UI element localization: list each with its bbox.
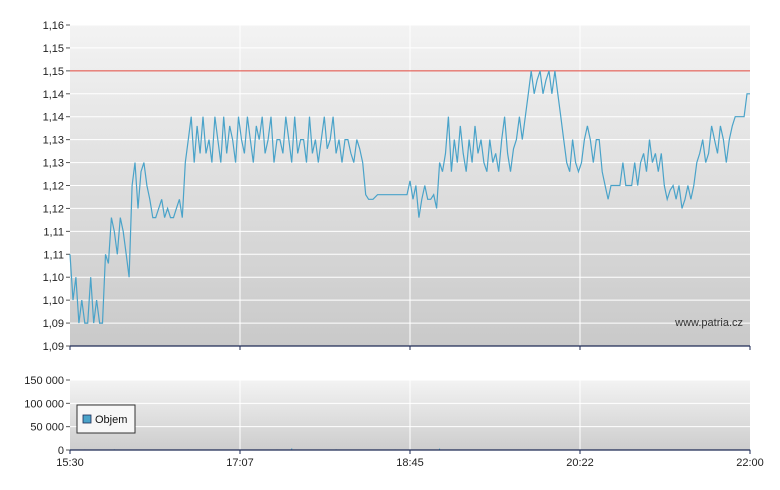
volume-y-tick-label: 150 000 xyxy=(24,375,64,387)
legend: Objem xyxy=(76,404,136,434)
x-tick-label: 20:22 xyxy=(566,457,594,469)
price-y-tick-label: 1,09 xyxy=(43,341,64,353)
x-tick-label: 22:00 xyxy=(736,457,764,469)
x-tick-label: 18:45 xyxy=(396,457,424,469)
price-x-ticks xyxy=(69,346,751,350)
x-tick-label: 17:07 xyxy=(226,457,254,469)
price-y-tick-label: 1,14 xyxy=(43,112,64,124)
watermark: www.patria.cz xyxy=(674,317,743,329)
volume-x-ticks: 15:30 17:07 18:45 20:22 22:00 xyxy=(56,450,764,469)
x-tick-label: 15:30 xyxy=(56,457,84,469)
price-y-tick-label: 1,12 xyxy=(43,203,64,215)
volume-bar xyxy=(439,448,441,450)
price-y-tick-label: 1,11 xyxy=(43,226,64,238)
legend-swatch xyxy=(82,414,92,424)
price-y-tick-label: 1,09 xyxy=(43,318,64,330)
price-y-tick-label: 1,13 xyxy=(43,135,64,147)
price-y-tick-label: 1,15 xyxy=(43,43,64,55)
price-series-line xyxy=(69,70,750,324)
volume-grid xyxy=(70,379,750,450)
price-y-tick-label: 1,10 xyxy=(43,295,64,307)
legend-label: Objem xyxy=(95,414,127,426)
price-y-tick-label: 1,14 xyxy=(43,89,64,101)
volume-y-tick-label: 50 000 xyxy=(30,422,64,434)
price-y-tick-label: 1,16 xyxy=(43,20,64,32)
volume-y-axis: 150 000 100 000 50 000 0 xyxy=(24,375,70,457)
price-y-tick-label: 1,15 xyxy=(43,66,64,78)
volume-bar xyxy=(291,448,293,450)
price-y-tick-label: 1,12 xyxy=(43,181,64,193)
volume-y-tick-label: 0 xyxy=(58,445,64,457)
price-y-axis: 1,16 1,15 1,15 1,14 1,14 1,13 1,13 1,12 1,12 1,11… xyxy=(43,20,70,353)
price-y-tick-label: 1,10 xyxy=(43,272,64,284)
price-y-tick-label: 1,11 xyxy=(43,249,64,261)
price-y-tick-label: 1,13 xyxy=(43,158,64,170)
volume-y-tick-label: 100 000 xyxy=(24,398,64,410)
